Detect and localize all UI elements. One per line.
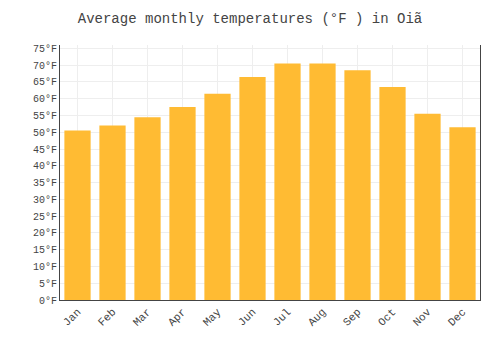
svg-text:55°F: 55°F [33, 111, 57, 122]
svg-text:35°F: 35°F [33, 178, 57, 189]
svg-text:Jan: Jan [61, 306, 83, 328]
svg-text:30°F: 30°F [33, 195, 57, 206]
svg-text:Average monthly temperatures (: Average monthly temperatures (°F ) in Oi… [78, 11, 422, 27]
svg-text:65°F: 65°F [33, 77, 57, 88]
svg-text:60°F: 60°F [33, 94, 57, 105]
svg-text:Jul: Jul [271, 306, 293, 328]
svg-text:40°F: 40°F [33, 161, 57, 172]
svg-text:Oct: Oct [376, 306, 398, 328]
svg-text:20°F: 20°F [33, 228, 57, 239]
svg-text:45°F: 45°F [33, 145, 57, 156]
svg-text:5°F: 5°F [39, 279, 57, 290]
svg-text:Mar: Mar [131, 306, 153, 328]
svg-text:Apr: Apr [166, 306, 188, 328]
svg-text:15°F: 15°F [33, 245, 57, 256]
svg-text:0°F: 0°F [39, 296, 57, 307]
svg-text:Feb: Feb [96, 306, 118, 328]
svg-text:Dec: Dec [446, 306, 468, 328]
svg-text:Nov: Nov [411, 306, 434, 329]
svg-text:10°F: 10°F [33, 262, 57, 273]
svg-text:May: May [201, 306, 224, 329]
svg-text:25°F: 25°F [33, 212, 57, 223]
svg-text:Aug: Aug [306, 306, 328, 328]
svg-text:50°F: 50°F [33, 128, 57, 139]
svg-text:Sep: Sep [341, 306, 363, 328]
svg-text:75°F: 75°F [33, 44, 57, 55]
svg-text:70°F: 70°F [33, 61, 57, 72]
svg-text:Jun: Jun [236, 306, 258, 328]
